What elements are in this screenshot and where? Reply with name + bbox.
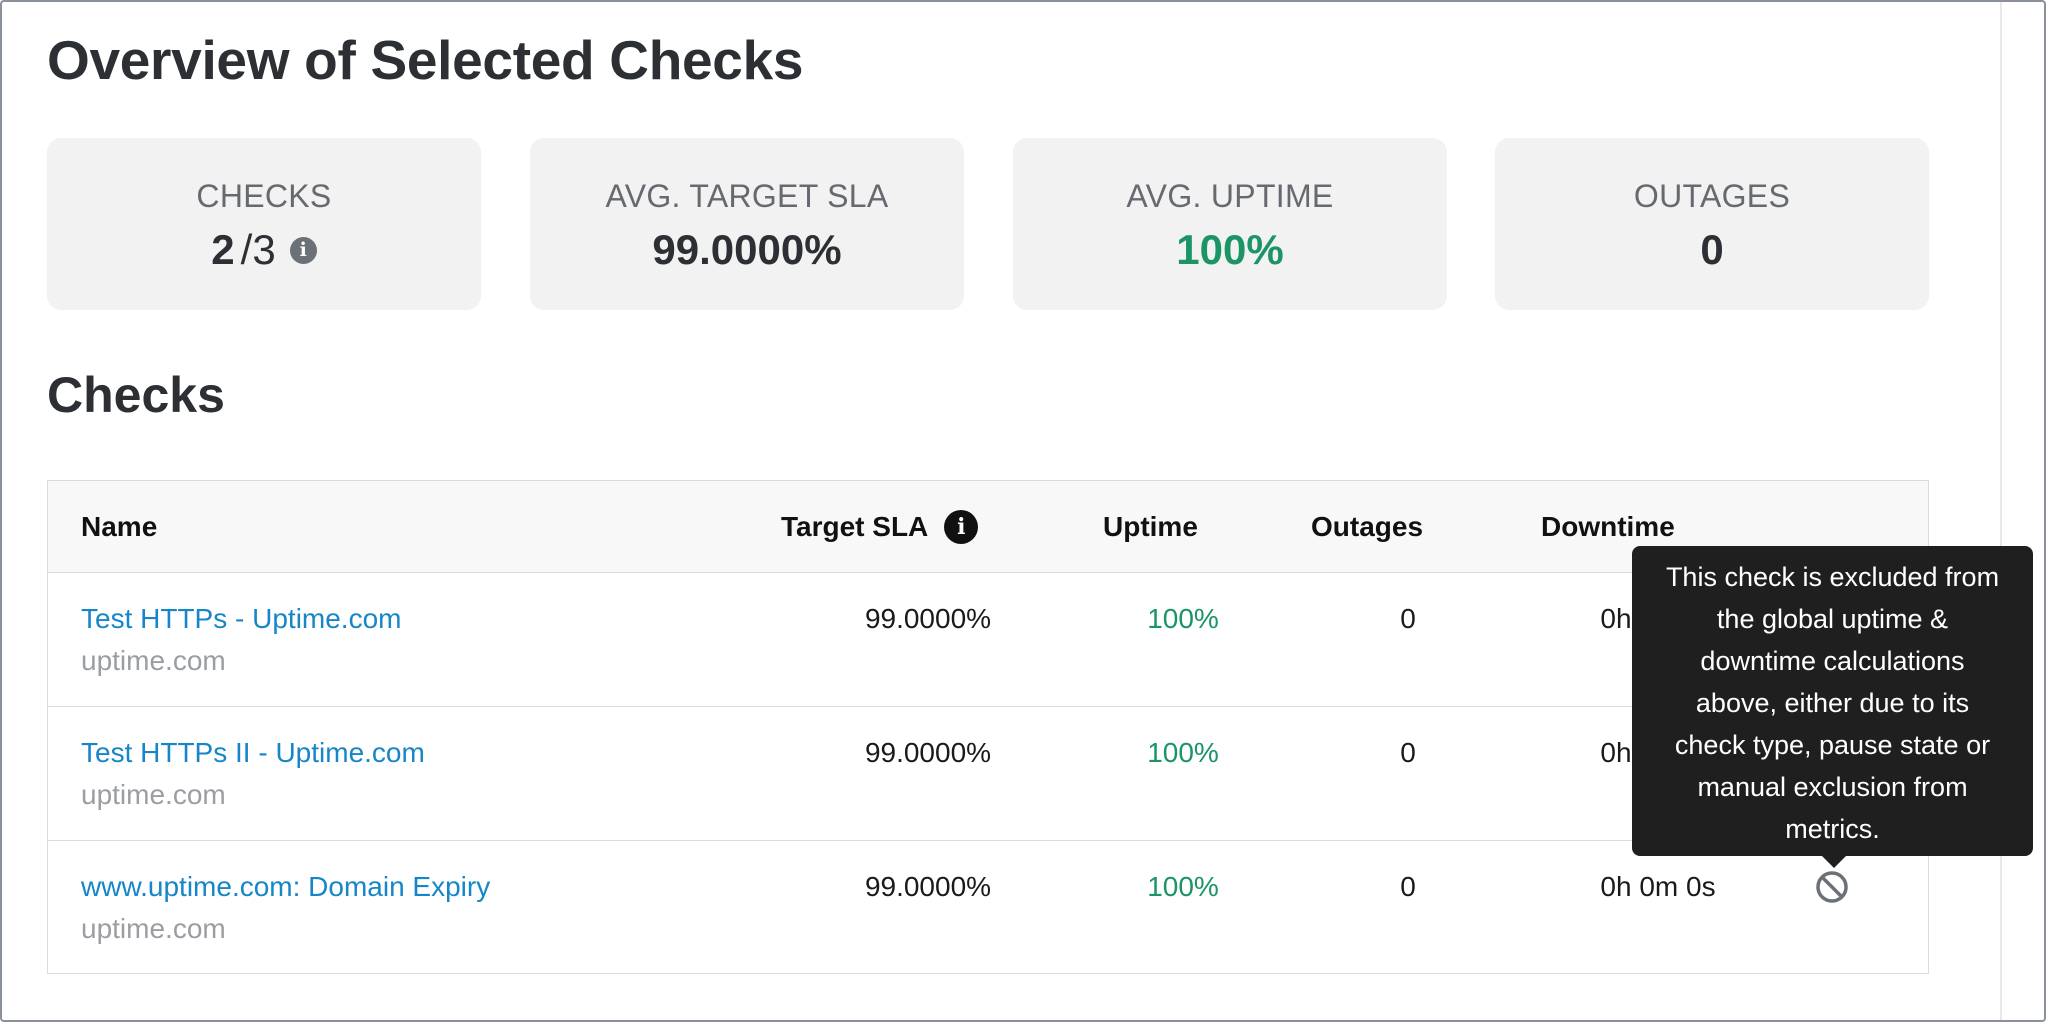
- table-row: www.uptime.com: Domain Expiry uptime.com…: [48, 841, 1928, 975]
- outages-value: 0: [1400, 871, 1416, 902]
- table-row: Test HTTPs - Uptime.com uptime.com 99.00…: [48, 573, 1928, 707]
- tooltip-arrow: [1822, 856, 1846, 868]
- tooltip-line: This check is excluded from: [1665, 562, 2000, 592]
- stat-card-avg-target-sla: AVG. TARGET SLA 99.0000%: [530, 138, 964, 310]
- stat-value-number: 2: [211, 226, 235, 273]
- uptime-value: 100%: [1147, 603, 1219, 634]
- tooltip-line: check type, pause state or: [1674, 730, 1991, 760]
- tooltip-line: manual exclusion from: [1697, 772, 1968, 802]
- stat-card-checks: CHECKS 2 /3 i: [47, 138, 481, 310]
- outages-value: 0: [1400, 603, 1416, 634]
- check-name-link[interactable]: www.uptime.com: Domain Expiry: [81, 871, 491, 902]
- column-header-uptime[interactable]: Uptime: [1103, 511, 1198, 542]
- stat-value: 0: [1700, 226, 1724, 273]
- stats-row: CHECKS 2 /3 i AVG. TARGET SLA 99.0000% A…: [47, 138, 1929, 310]
- downtime-value: 0h 0m 0s: [1600, 871, 1716, 902]
- table-header: Name Target SLA i Uptime Outages Downtim…: [48, 481, 1928, 573]
- tooltip-line: metrics.: [1785, 814, 1880, 844]
- info-icon[interactable]: i: [944, 510, 979, 544]
- checks-section-title: Checks: [47, 367, 225, 423]
- stat-value: 100%: [1176, 226, 1284, 273]
- outages-value: 0: [1400, 737, 1416, 768]
- stat-card-avg-uptime: AVG. UPTIME 100%: [1013, 138, 1447, 310]
- uptime-value: 100%: [1147, 737, 1219, 768]
- column-header-outages[interactable]: Outages: [1311, 511, 1424, 542]
- stat-label: OUTAGES: [1633, 178, 1791, 214]
- page-title: Overview of Selected Checks: [47, 29, 804, 91]
- column-header-downtime[interactable]: Downtime: [1541, 511, 1675, 542]
- stat-value: 2 /3 i: [47, 226, 481, 274]
- stat-label: CHECKS: [196, 178, 332, 214]
- column-header-target-sla[interactable]: Target SLA i: [781, 481, 979, 573]
- column-header-label: Target SLA: [781, 511, 929, 542]
- tooltip-line: above, either due to its: [1695, 688, 1970, 718]
- exclusion-tooltip: This check is excluded from the global u…: [1632, 546, 2033, 868]
- uptime-value: 100%: [1147, 871, 1219, 902]
- info-icon[interactable]: i: [289, 236, 317, 264]
- check-host: uptime.com: [81, 645, 226, 676]
- target-sla-value: 99.0000%: [864, 871, 992, 902]
- scroll-divider: [2000, 2, 2002, 1020]
- tooltip-line: downtime calculations: [1700, 646, 1965, 676]
- column-header-name[interactable]: Name: [81, 511, 158, 542]
- stat-value-total: /3: [240, 226, 276, 273]
- check-host: uptime.com: [81, 913, 226, 944]
- stat-label: AVG. TARGET SLA: [605, 178, 889, 214]
- stat-card-outages: OUTAGES 0: [1495, 138, 1929, 310]
- prohibited-icon[interactable]: [1814, 869, 1850, 905]
- check-host: uptime.com: [81, 779, 226, 810]
- stat-value: 99.0000%: [652, 226, 842, 273]
- tooltip-line: the global uptime &: [1716, 604, 1949, 634]
- target-sla-value: 99.0000%: [864, 737, 992, 768]
- target-sla-value: 99.0000%: [864, 603, 992, 634]
- check-name-link[interactable]: Test HTTPs II - Uptime.com: [81, 737, 425, 768]
- check-name-link[interactable]: Test HTTPs - Uptime.com: [81, 603, 402, 634]
- stat-label: AVG. UPTIME: [1126, 178, 1334, 214]
